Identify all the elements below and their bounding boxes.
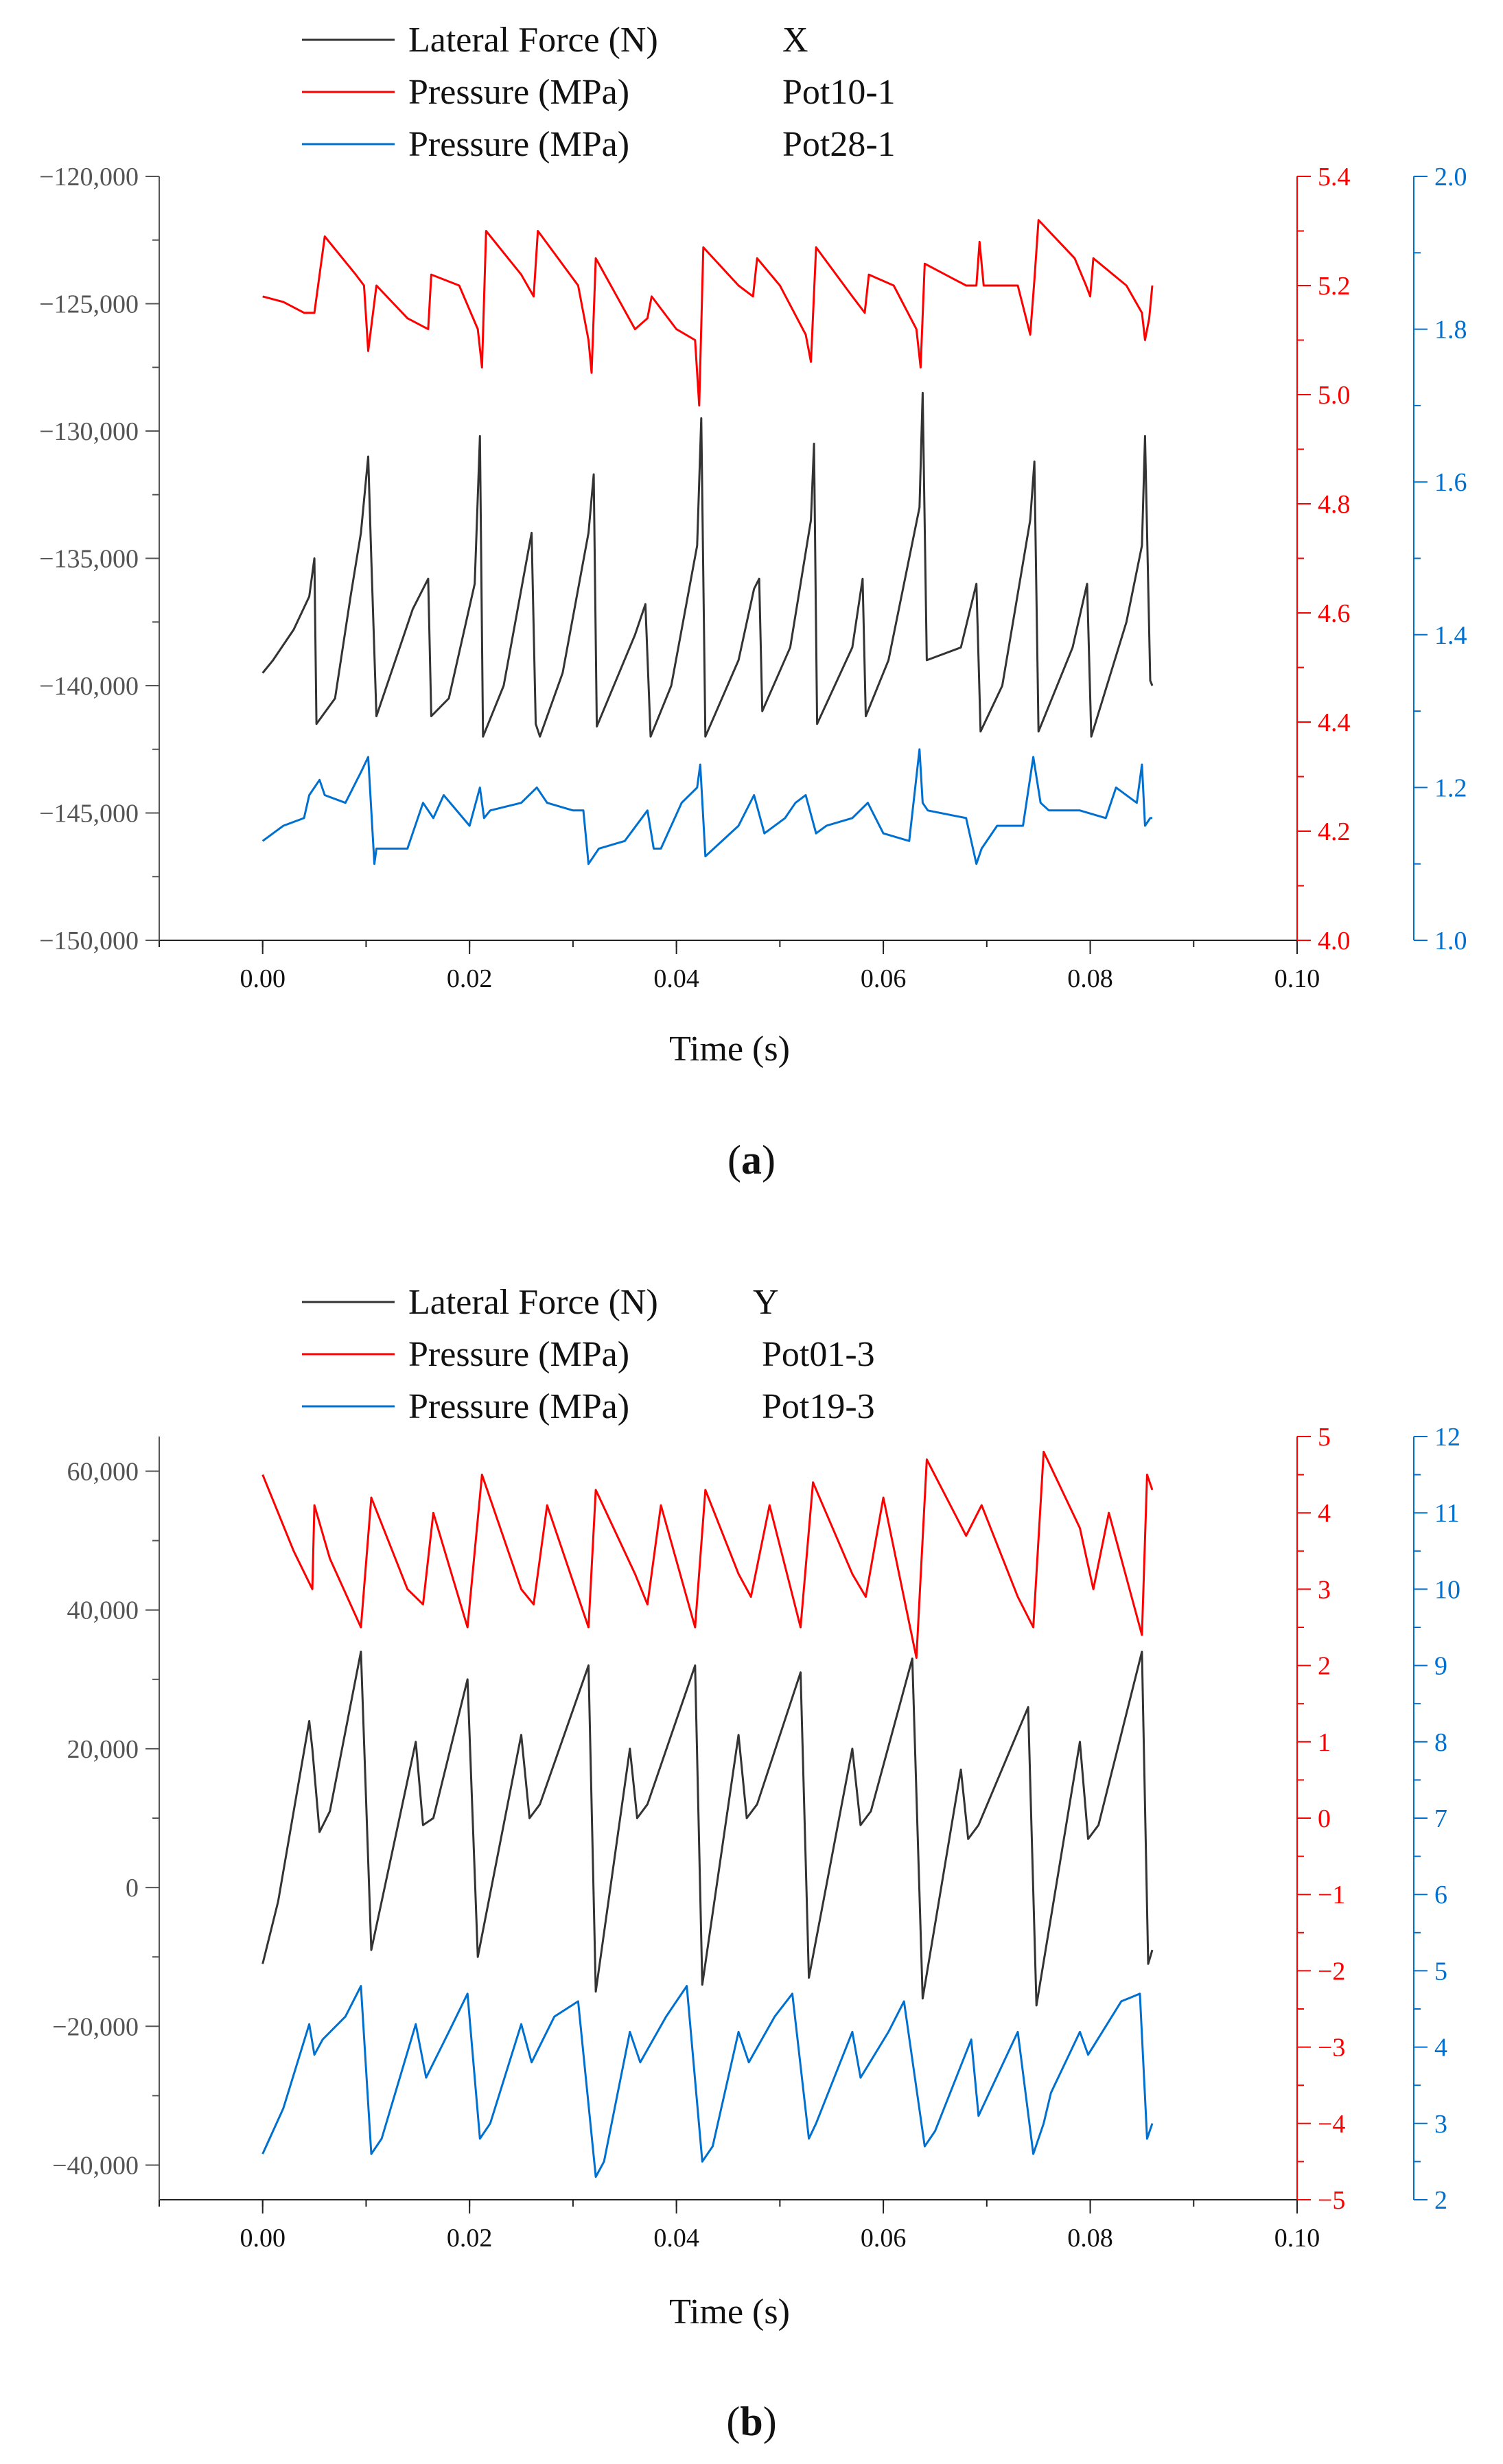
x-tick-label-a: 0.10 bbox=[1274, 964, 1320, 993]
y-tick-label-right2-a: 1.2 bbox=[1434, 774, 1467, 802]
y-tick-label-left-a: −130,000 bbox=[39, 417, 139, 446]
y-tick-label-right1-a: 4.0 bbox=[1318, 927, 1351, 955]
legend-a-label-force: Lateral Force (N) bbox=[408, 21, 658, 60]
y-tick-label-right1-a: 4.6 bbox=[1318, 599, 1351, 628]
panel-b-label: (b) bbox=[726, 2399, 776, 2444]
y-tick-label-left-a: −125,000 bbox=[39, 290, 139, 319]
y-tick-label-right1-b: 3 bbox=[1318, 1575, 1331, 1604]
panel-b-legend: Lateral Force (N) Y Pressure (MPa) Pot01… bbox=[302, 1283, 875, 1426]
panel-b-xlabel: Time (s) bbox=[669, 2292, 790, 2332]
legend-a-tag-pot2: Pot28-1 bbox=[782, 125, 896, 164]
y-tick-label-right1-b: 4 bbox=[1318, 1499, 1331, 1528]
y-tick-label-left-a: −150,000 bbox=[39, 927, 139, 955]
y-tick-label-right1-b: −2 bbox=[1318, 1957, 1345, 1986]
x-tick-label-b: 0.04 bbox=[653, 2224, 699, 2253]
y-tick-label-right1-b: −3 bbox=[1318, 2034, 1345, 2062]
y-tick-label-right1-b: −4 bbox=[1318, 2110, 1345, 2139]
legend-b-label-pot1: Pressure (MPa) bbox=[408, 1335, 629, 1374]
x-tick-label-a: 0.00 bbox=[240, 964, 286, 993]
y-tick-label-left-a: −140,000 bbox=[39, 672, 139, 701]
y-tick-label-right2-b: 12 bbox=[1434, 1423, 1460, 1452]
y-tick-label-left-a: −135,000 bbox=[39, 545, 139, 574]
y-tick-label-right2-a: 1.6 bbox=[1434, 468, 1467, 497]
y-tick-label-right1-a: 4.8 bbox=[1318, 490, 1351, 519]
y-tick-label-left-b: −20,000 bbox=[52, 2012, 139, 2041]
panel-b-plot: 0.00 0.02 0.04 0.06 0.08 0.10 60,000 40,000 20,0… bbox=[52, 1423, 1460, 2253]
series-line-a-2 bbox=[261, 748, 1152, 865]
panel-a: Lateral Force (N) X Pressure (MPa) Pot10… bbox=[39, 21, 1467, 1183]
legend-b-tag-pot1: Pot01-3 bbox=[762, 1335, 875, 1374]
y-tick-label-right2-a: 1.4 bbox=[1434, 621, 1467, 650]
y-tick-label-right1-b: 0 bbox=[1318, 1804, 1331, 1833]
panel-a-plot: 0.00 0.02 0.04 0.06 0.08 0.10 −120,000 −125,000… bbox=[39, 163, 1467, 993]
y-tick-label-right1-a: 4.4 bbox=[1318, 708, 1351, 737]
y-tick-label-right1-b: −1 bbox=[1318, 1881, 1345, 1909]
y-tick-label-left-b: 40,000 bbox=[67, 1596, 139, 1625]
y-tick-label-right2-b: 4 bbox=[1434, 2034, 1447, 2062]
x-tick-label-a: 0.02 bbox=[447, 964, 493, 993]
legend-a-label-pot1: Pressure (MPa) bbox=[408, 73, 629, 112]
series-line-b-0 bbox=[261, 1650, 1154, 2007]
y-tick-label-left-b: 20,000 bbox=[67, 1735, 139, 1764]
x-tick-label-b: 0.00 bbox=[240, 2224, 286, 2253]
y-tick-label-right2-b: 11 bbox=[1434, 1499, 1460, 1528]
legend-b-label-force: Lateral Force (N) bbox=[408, 1283, 658, 1322]
series-line-b-1 bbox=[261, 1450, 1154, 1659]
y-tick-label-right2-a: 1.8 bbox=[1434, 316, 1467, 345]
y-tick-label-right1-a: 5.4 bbox=[1318, 163, 1351, 191]
y-tick-label-left-b: −40,000 bbox=[52, 2151, 139, 2180]
legend-a-tag-pot1: Pot10-1 bbox=[782, 73, 896, 112]
x-tick-label-b: 0.10 bbox=[1274, 2224, 1320, 2253]
x-tick-label-b: 0.08 bbox=[1067, 2224, 1113, 2253]
y-tick-label-right2-a: 1.0 bbox=[1434, 927, 1467, 955]
y-tick-label-right2-b: 2 bbox=[1434, 2186, 1447, 2215]
y-tick-label-right2-b: 5 bbox=[1434, 1957, 1447, 1986]
y-tick-label-left-b: 60,000 bbox=[67, 1458, 139, 1487]
y-tick-label-right2-b: 8 bbox=[1434, 1728, 1447, 1757]
legend-a-label-pot2: Pressure (MPa) bbox=[408, 125, 629, 164]
legend-b-tag-force: Y bbox=[753, 1283, 779, 1322]
x-tick-label-a: 0.08 bbox=[1067, 964, 1113, 993]
panel-a-label: (a) bbox=[727, 1137, 776, 1183]
x-tick-label-b: 0.06 bbox=[861, 2224, 907, 2253]
y-tick-label-right2-b: 7 bbox=[1434, 1804, 1447, 1833]
y-tick-label-right2-b: 3 bbox=[1434, 2110, 1447, 2139]
y-tick-label-right1-a: 5.2 bbox=[1318, 272, 1351, 301]
x-tick-label-b: 0.02 bbox=[447, 2224, 493, 2253]
y-tick-label-left-a: −145,000 bbox=[39, 800, 139, 828]
legend-b-tag-pot2: Pot19-3 bbox=[762, 1387, 875, 1426]
y-tick-label-left-b: 0 bbox=[126, 1874, 139, 1903]
y-tick-label-right1-a: 5.0 bbox=[1318, 381, 1351, 410]
x-tick-label-a: 0.04 bbox=[653, 964, 699, 993]
y-tick-label-left-a: −120,000 bbox=[39, 163, 139, 191]
x-tick-label-a: 0.06 bbox=[861, 964, 907, 993]
series-line-a-0 bbox=[261, 391, 1154, 738]
y-tick-label-right2-b: 9 bbox=[1434, 1652, 1447, 1681]
legend-b-label-pot2: Pressure (MPa) bbox=[408, 1387, 629, 1426]
y-tick-label-right1-b: 5 bbox=[1318, 1423, 1331, 1452]
y-tick-label-right2-b: 6 bbox=[1434, 1881, 1447, 1909]
legend-a-tag-force: X bbox=[782, 21, 808, 60]
panel-a-legend: Lateral Force (N) X Pressure (MPa) Pot10… bbox=[302, 21, 896, 164]
panel-b: Lateral Force (N) Y Pressure (MPa) Pot01… bbox=[52, 1283, 1460, 2444]
y-tick-label-right2-a: 2.0 bbox=[1434, 163, 1467, 191]
series-line-a-1 bbox=[262, 219, 1154, 407]
y-tick-label-right1-b: 1 bbox=[1318, 1728, 1331, 1757]
y-tick-label-right2-b: 10 bbox=[1434, 1575, 1460, 1604]
y-tick-label-right1-a: 4.2 bbox=[1318, 817, 1351, 846]
y-tick-label-right1-b: −5 bbox=[1318, 2186, 1345, 2215]
y-tick-label-right1-b: 2 bbox=[1318, 1652, 1331, 1681]
series-line-b-2 bbox=[261, 1985, 1154, 2178]
panel-a-xlabel: Time (s) bbox=[669, 1030, 790, 1069]
